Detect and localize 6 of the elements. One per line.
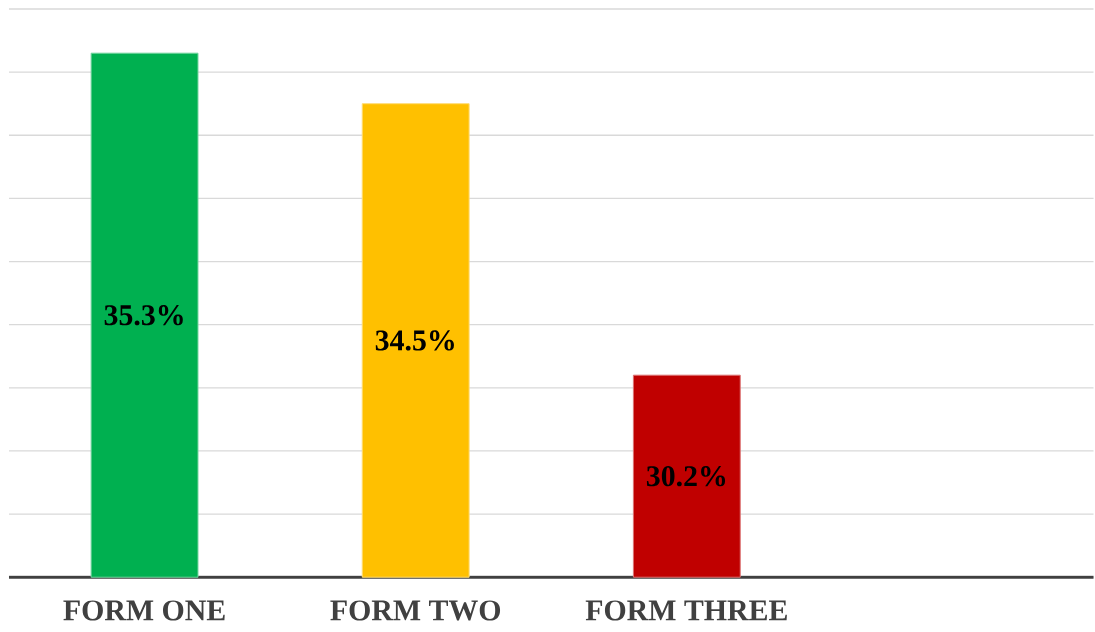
data-label: 30.2% bbox=[646, 466, 726, 487]
data-label: 34.5% bbox=[375, 330, 454, 351]
x-tick-label: FORM ONE bbox=[63, 600, 225, 621]
x-tick-label: FORM THREE bbox=[585, 600, 787, 621]
data-label: 35.3% bbox=[104, 305, 183, 326]
x-tick-label: FORM TWO bbox=[330, 600, 501, 621]
